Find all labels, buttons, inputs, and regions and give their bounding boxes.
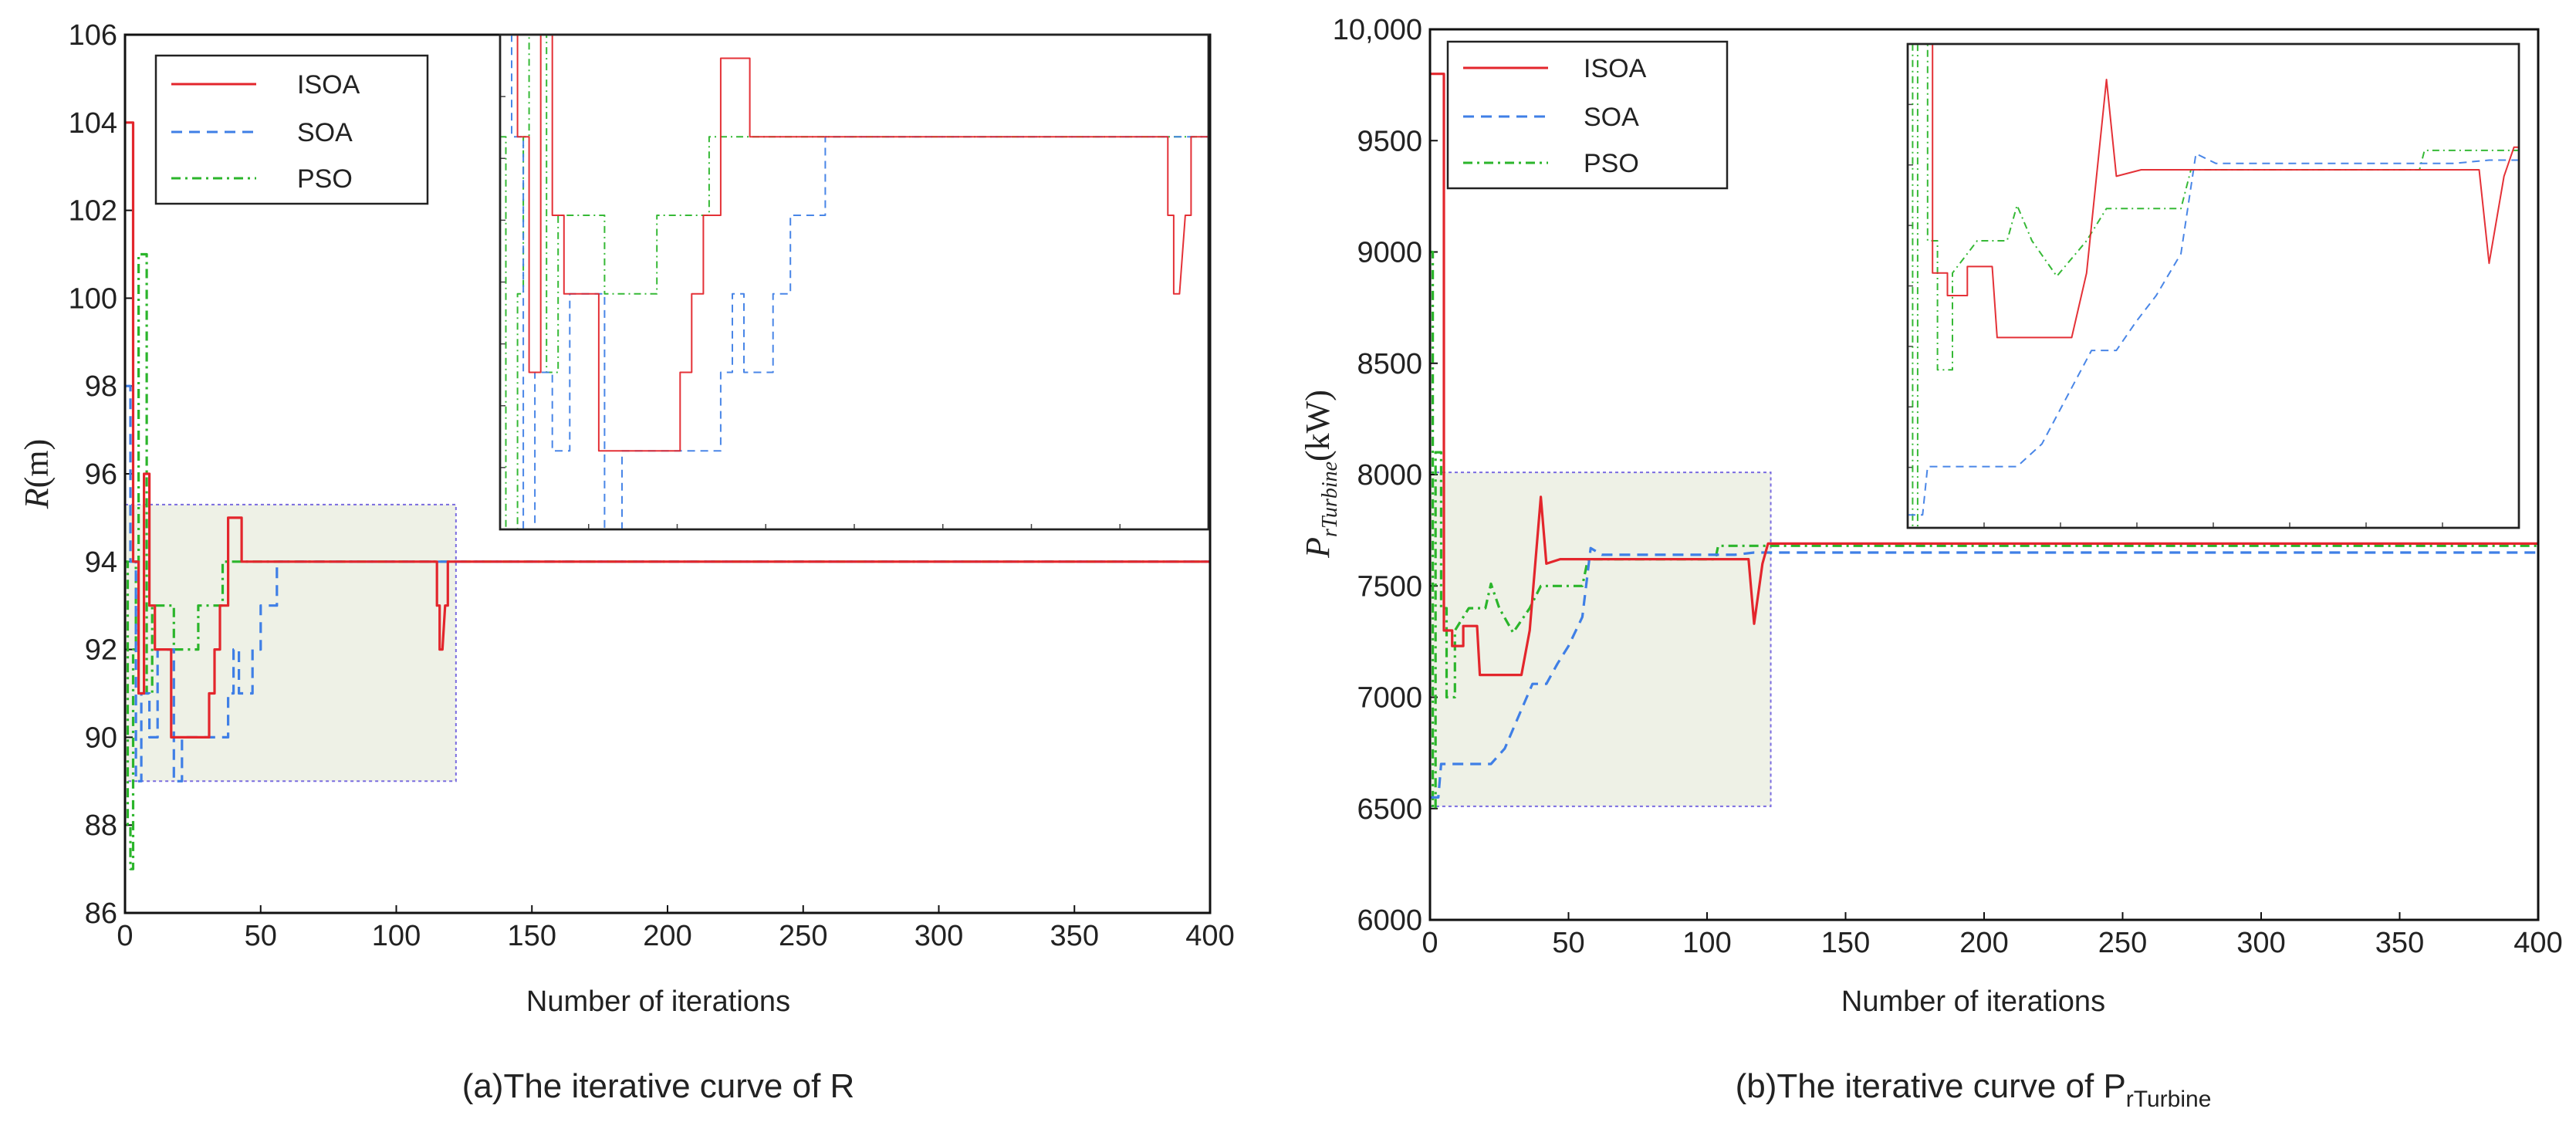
y-tick-label: 98 <box>85 370 117 403</box>
plot-frame-b <box>1428 28 2540 921</box>
y-tick-label: 6000 <box>1357 904 1422 937</box>
x-tick-label: 100 <box>1682 927 1731 959</box>
inset-series-b <box>1908 44 2519 528</box>
series-line-soa <box>1430 546 2538 799</box>
x-axis-label-b: Number of iterations <box>1841 985 2105 1018</box>
legend-box-b <box>1446 40 1729 190</box>
x-tick-label: 250 <box>779 920 827 952</box>
y-axis-label-a: R(m) <box>18 439 56 509</box>
x-tick-label: 350 <box>2375 927 2424 959</box>
x-tick-label: 0 <box>117 920 133 952</box>
x-tick-label: 250 <box>2098 927 2147 959</box>
zoom-region-a <box>124 503 457 783</box>
x-tick-label: 100 <box>372 920 421 952</box>
legend-pso-label-b: PSO <box>1584 149 1639 178</box>
x-tick-label: 150 <box>508 920 556 952</box>
x-ticks-a: 0 50 100 150 200 250 300 350 400 <box>117 905 1235 952</box>
inset-series-line-soa <box>1908 153 2519 516</box>
y-tick-label: 8500 <box>1357 348 1422 380</box>
x-axis-label-a: Number of iterations <box>526 985 790 1018</box>
series-line-pso <box>125 252 1210 870</box>
legend-pso-label-a: PSO <box>297 164 353 194</box>
y-tick-label: 96 <box>85 458 117 491</box>
legend-isoa-label-a: ISOA <box>297 70 360 100</box>
y-tick-label: 86 <box>85 897 117 930</box>
inset-series-line-isoa <box>1932 44 2519 339</box>
inset-series-line-isoa <box>516 35 1209 452</box>
series-b <box>1430 73 2538 810</box>
series-line-soa <box>125 384 1210 783</box>
y-tick-label: 106 <box>69 19 117 52</box>
inset-b <box>1906 42 2520 529</box>
x-tick-label: 200 <box>1959 927 2008 959</box>
x-tick-label: 400 <box>1185 920 1234 952</box>
y-tick-label: 90 <box>85 722 117 754</box>
series-line-isoa <box>125 121 1210 739</box>
x-tick-label: 300 <box>914 920 963 952</box>
x-tick-label: 350 <box>1050 920 1099 952</box>
x-tick-label: 0 <box>1422 927 1438 959</box>
series-line-isoa <box>1430 73 2538 677</box>
y-tick-label: 100 <box>69 282 117 315</box>
y-ticks-a: 86 88 90 92 94 96 98 100 102 104 106 <box>69 19 133 930</box>
x-tick-label: 200 <box>643 920 691 952</box>
legend-soa-label-a: SOA <box>297 118 353 147</box>
series-a <box>125 121 1210 870</box>
caption-b: (b)The iterative curve of PrTurbine <box>1736 1067 2212 1112</box>
y-tick-label: 94 <box>85 546 117 579</box>
x-tick-label: 400 <box>2513 927 2562 959</box>
y-tick-label: 7000 <box>1357 682 1422 715</box>
inset-series-line-soa <box>511 35 1209 529</box>
y-ticks-b: 6000 6500 7000 7500 8000 8500 9000 9500 10,000 <box>1333 14 1438 937</box>
y-tick-label: 102 <box>69 195 117 228</box>
panel-b: 6000 6500 7000 7500 8000 8500 9000 9500 10,000 0… <box>1299 14 2563 1112</box>
y-tick-label: 7500 <box>1357 570 1422 603</box>
inset-frame-b <box>1906 42 2520 529</box>
y-tick-label: 104 <box>69 107 117 140</box>
x-tick-label: 50 <box>245 920 277 952</box>
panel-a: 86 88 90 92 94 96 98 100 102 104 106 0 50 100 150 200 2… <box>18 19 1235 1105</box>
y-tick-label: 92 <box>85 634 117 667</box>
series-line-pso <box>1430 250 2538 810</box>
legend-isoa-label-b: ISOA <box>1584 54 1647 83</box>
inset-a <box>499 33 1210 531</box>
inset-series-line-pso <box>1912 44 2519 528</box>
x-tick-label: 150 <box>1821 927 1870 959</box>
y-tick-label: 6500 <box>1357 793 1422 826</box>
y-tick-label: 8000 <box>1357 459 1422 492</box>
caption-a: (a)The iterative curve of R <box>462 1067 855 1105</box>
legend-b: ISOA SOA PSO <box>1446 40 1729 190</box>
x-tick-label: 50 <box>1552 927 1584 959</box>
legend-box-a <box>154 54 429 205</box>
legend-a: ISOA SOA PSO <box>154 54 429 205</box>
inset-frame-a <box>499 33 1210 531</box>
zoom-region-b <box>1429 472 1772 807</box>
y-tick-label: 9500 <box>1357 125 1422 157</box>
x-ticks-b: 0 50 100 150 200 250 300 350 400 <box>1422 912 2563 959</box>
y-tick-label: 9000 <box>1357 237 1422 269</box>
y-axis-label-b: PrTurbine(kW) <box>1299 390 1342 559</box>
legend-soa-label-b: SOA <box>1584 103 1639 132</box>
x-tick-label: 300 <box>2236 927 2285 959</box>
y-tick-label: 88 <box>85 810 117 842</box>
y-tick-label: 10,000 <box>1333 14 1422 46</box>
